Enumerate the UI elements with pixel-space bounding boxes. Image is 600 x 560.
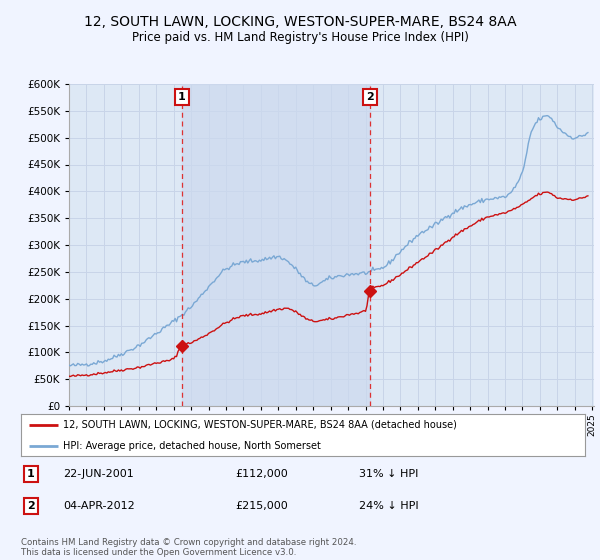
Text: HPI: Average price, detached house, North Somerset: HPI: Average price, detached house, Nort… bbox=[64, 441, 321, 451]
Text: 12, SOUTH LAWN, LOCKING, WESTON-SUPER-MARE, BS24 8AA: 12, SOUTH LAWN, LOCKING, WESTON-SUPER-MA… bbox=[83, 15, 517, 29]
Text: £215,000: £215,000 bbox=[235, 501, 288, 511]
Text: 22-JUN-2001: 22-JUN-2001 bbox=[64, 469, 134, 479]
Text: 31% ↓ HPI: 31% ↓ HPI bbox=[359, 469, 419, 479]
Text: 04-APR-2012: 04-APR-2012 bbox=[64, 501, 135, 511]
Text: 12, SOUTH LAWN, LOCKING, WESTON-SUPER-MARE, BS24 8AA (detached house): 12, SOUTH LAWN, LOCKING, WESTON-SUPER-MA… bbox=[64, 420, 457, 430]
Text: £112,000: £112,000 bbox=[235, 469, 288, 479]
Bar bbox=[182, 84, 370, 406]
Text: 2: 2 bbox=[26, 501, 34, 511]
Text: Contains HM Land Registry data © Crown copyright and database right 2024.
This d: Contains HM Land Registry data © Crown c… bbox=[21, 538, 356, 557]
Text: 24% ↓ HPI: 24% ↓ HPI bbox=[359, 501, 419, 511]
Text: 1: 1 bbox=[178, 92, 186, 102]
Text: 1: 1 bbox=[26, 469, 34, 479]
Text: 2: 2 bbox=[366, 92, 374, 102]
Text: Price paid vs. HM Land Registry's House Price Index (HPI): Price paid vs. HM Land Registry's House … bbox=[131, 31, 469, 44]
